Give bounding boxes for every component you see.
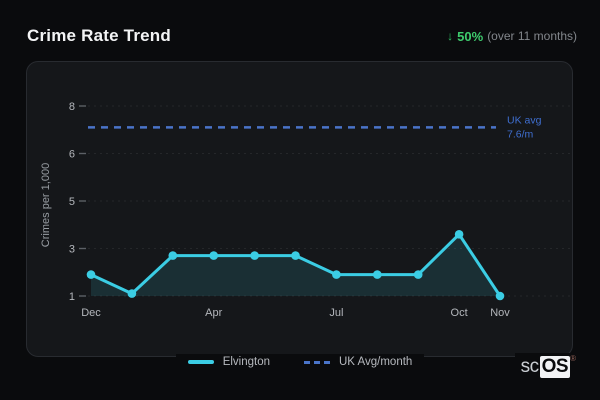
data-point-marker [86,270,96,279]
data-point-marker [291,251,300,260]
legend-group: Elvington UK Avg/month [175,354,425,370]
registered-mark-icon: ® [570,354,576,363]
header: Crime Rate Trend ↓ 50% (over 11 months) [27,26,577,46]
data-point-marker [168,251,178,260]
legend-label: Elvington [222,356,270,368]
page-title: Crime Rate Trend [27,26,171,45]
y-tick-label: 6 [69,149,75,161]
data-point-marker [413,270,423,279]
x-tick-label: Jul [329,307,343,319]
uk-avg-value-label: 7.6/m [507,128,534,140]
x-tick-label: Apr [205,307,222,319]
y-tick-label: 5 [69,196,75,208]
dashed-line-swatch-icon [304,360,330,364]
y-tick-label: 3 [69,244,75,256]
trend-value: 50% [457,28,484,44]
logo-mark: OS [539,356,571,378]
chart-legend: Elvington UK Avg/month [0,352,600,372]
brand-logo: sc OS ® [514,353,578,381]
x-tick-label: Dec [81,307,101,319]
data-point-marker [332,270,341,279]
y-axis-title: Crimes per 1,000 [40,163,52,247]
data-point-marker [209,251,218,260]
trend-indicator: ↓ 50% (over 11 months) [447,29,577,44]
y-tick-label: 1 [69,291,75,303]
down-arrow-icon: ↓ [447,29,454,43]
trend-caption: (over 11 months) [487,29,577,43]
data-point-marker [495,291,505,301]
uk-avg-label: UK avg [507,114,542,126]
data-point-marker [127,289,137,298]
legend-item-elvington[interactable]: Elvington [187,356,270,368]
y-tick-label: 8 [69,101,75,113]
data-point-marker [250,251,259,260]
series-area [91,234,500,296]
data-point-marker [373,270,382,279]
x-tick-label: Nov [490,307,510,319]
data-point-marker [454,230,464,239]
x-tick-label: Oct [451,307,468,319]
legend-label: UK Avg/month [339,356,413,368]
legend-item-uk-avg[interactable]: UK Avg/month [304,356,412,368]
chart-card [26,61,573,357]
solid-line-swatch-icon [187,360,214,364]
logo-prefix: sc [520,356,540,377]
